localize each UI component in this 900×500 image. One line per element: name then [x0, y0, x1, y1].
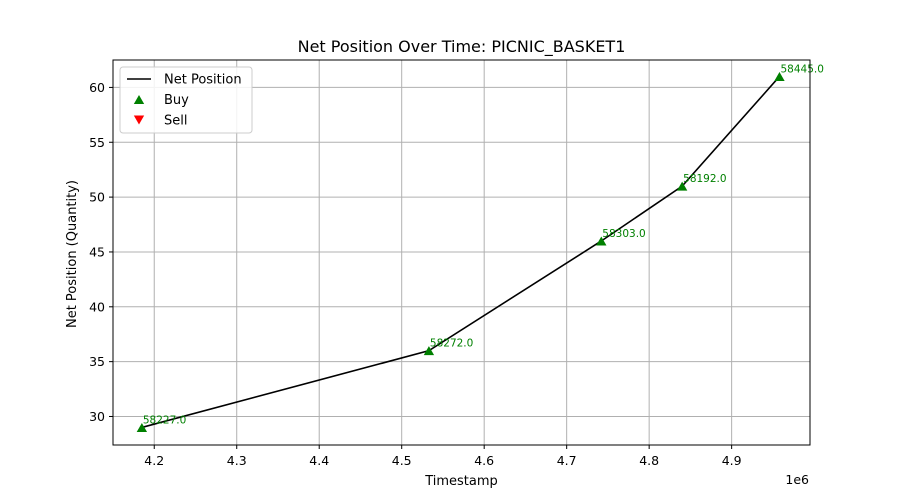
chart-title: Net Position Over Time: PICNIC_BASKET1	[298, 37, 626, 57]
buy-price-annotation: 58445.0	[780, 63, 823, 75]
y-tick-label: 55	[89, 135, 105, 150]
y-tick-label: 35	[89, 354, 105, 369]
buy-marker	[596, 236, 607, 246]
buy-marker	[676, 181, 688, 191]
legend-label: Buy	[164, 93, 189, 108]
y-tick-label: 40	[89, 299, 105, 314]
annotations: 58227.0 58272.0 58303.0 58192.0 58445.0	[143, 63, 824, 426]
buy-price-annotation: 58192.0	[683, 173, 726, 185]
buy-marker	[774, 71, 785, 81]
buy-price-annotation: 58272.0	[430, 338, 473, 350]
y-axis-label: Net Position (Quantity)	[65, 180, 80, 328]
y-tick-label: 50	[89, 190, 105, 205]
x-tick-label: 4.7	[557, 453, 577, 468]
legend-box	[119, 66, 253, 134]
x-tick-label: 4.9	[722, 453, 742, 468]
ticks: 4.2 4.3 4.4 4.5 4.6 4.7 4.8 4.9 30 35 40 45 50 55 60	[89, 80, 742, 468]
y-tick-label: 45	[89, 244, 105, 259]
legend-symbol-buy	[133, 95, 145, 104]
x-tick-label: 4.5	[392, 453, 412, 468]
buy-price-annotation: 58227.0	[143, 414, 186, 426]
plot-frame	[112, 59, 811, 446]
x-axis-offset-label: 1e6	[785, 472, 809, 487]
markers	[136, 71, 785, 432]
x-tick-label: 4.4	[309, 453, 329, 468]
legend-label: Sell	[164, 114, 187, 129]
legend-label: Net Position	[164, 73, 242, 88]
buy-marker	[423, 346, 435, 356]
y-tick-label: 30	[89, 409, 105, 424]
x-tick-label: 4.8	[639, 453, 659, 468]
x-axis-label: Timestamp	[424, 474, 498, 489]
legend: Net Position Buy Sell	[119, 66, 253, 134]
legend-symbol-sell	[133, 115, 145, 125]
buy-marker	[136, 422, 148, 432]
y-tick-label: 60	[89, 80, 105, 95]
buy-price-annotation: 58303.0	[602, 228, 645, 240]
x-tick-label: 4.3	[227, 453, 247, 468]
x-tick-label: 4.6	[474, 453, 494, 468]
grid	[113, 60, 810, 445]
x-tick-label: 4.2	[144, 453, 164, 468]
